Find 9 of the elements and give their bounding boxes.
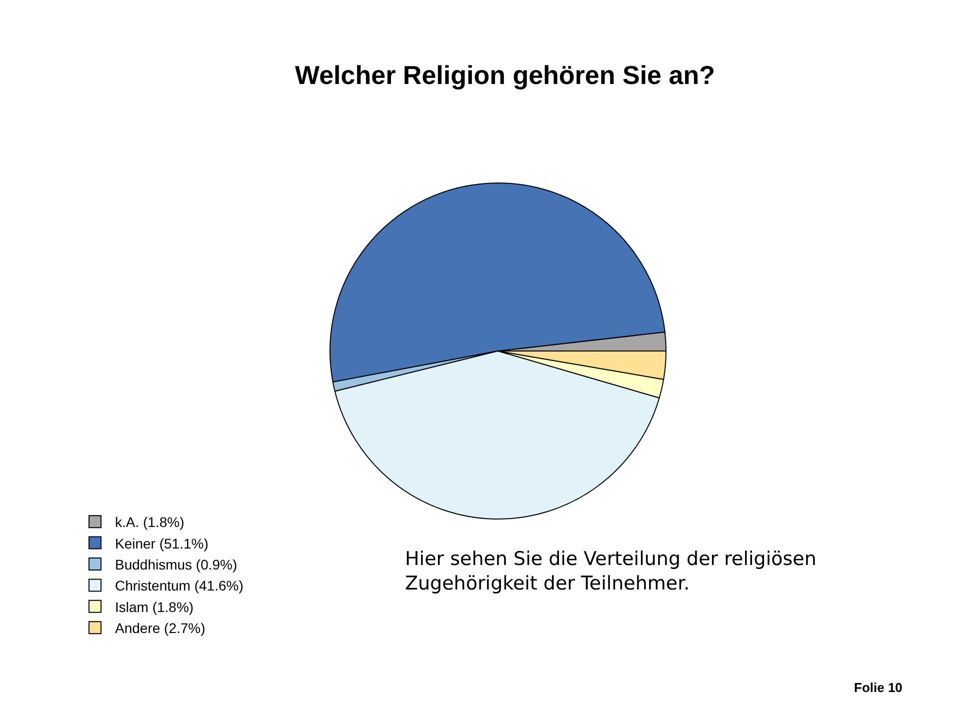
legend-label: k.A. (1.8%) <box>115 514 184 530</box>
text: Hier sehen Sie die Verteilung der religiösen Zugehörigkeit der Teilnehmer. <box>405 548 816 595</box>
legend-label: Buddhismus (0.9%) <box>115 556 238 572</box>
legend-label: Andere (2.7%) <box>115 620 206 636</box>
legend-label: Keiner (51.1%) <box>115 535 208 552</box>
legend-label: Christentum (41.6%) <box>115 578 244 594</box>
chart-title: Welcher Religion gehören Sie an? <box>295 60 715 90</box>
legend-label: Islam (1.8%) <box>115 598 194 615</box>
text: Folie 10 <box>854 680 902 695</box>
